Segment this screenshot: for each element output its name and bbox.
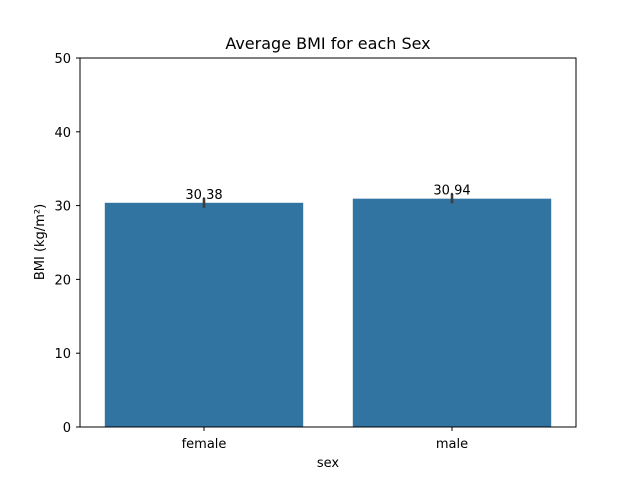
y-tick-label: 0	[63, 421, 71, 436]
bar-female	[104, 202, 304, 427]
bar-male	[352, 198, 552, 427]
bars-group	[104, 198, 552, 427]
x-tick-label-female: female	[182, 437, 227, 452]
error-bars-group	[202, 193, 454, 208]
y-tick-label: 20	[54, 273, 71, 288]
x-tick-label-male: male	[436, 437, 468, 452]
bar-labels-group: 30.38 30.94	[185, 184, 470, 203]
bar-value-label-female: 30.38	[185, 188, 222, 203]
y-axis-ticks: 0 10 20 30 40 50	[54, 52, 80, 436]
y-tick-label: 30	[54, 200, 71, 215]
plot-frame	[79, 57, 577, 428]
chart-title: Average BMI for each Sex	[225, 34, 430, 53]
x-axis-ticks: female male	[182, 427, 468, 452]
y-tick-label: 40	[54, 126, 71, 141]
y-axis-title: BMI (kg/m²)	[33, 204, 48, 280]
bar-value-label-male: 30.94	[433, 184, 470, 199]
y-tick-label: 10	[54, 347, 71, 362]
y-tick-label: 50	[54, 52, 71, 67]
x-axis-title: sex	[317, 456, 340, 471]
